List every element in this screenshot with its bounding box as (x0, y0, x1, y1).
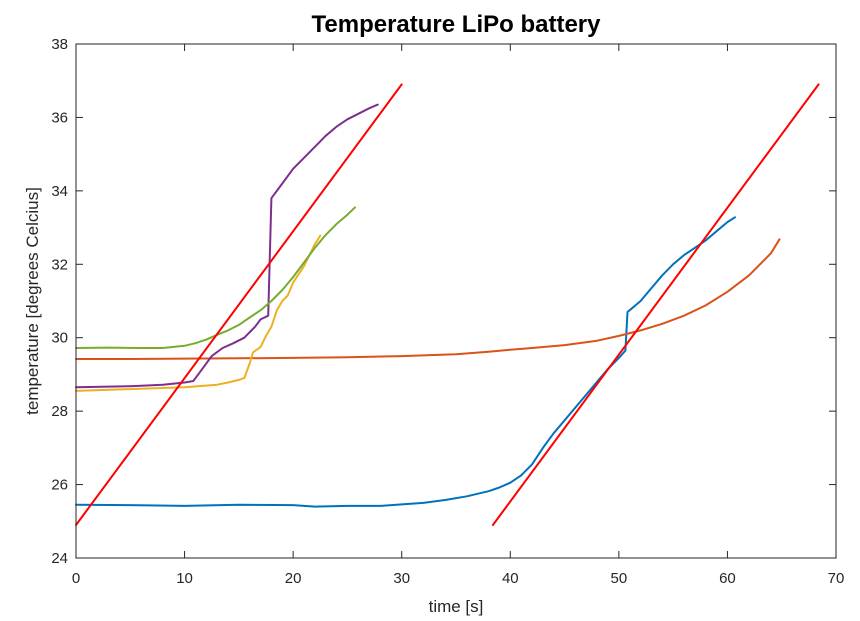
x-tick-label: 70 (828, 570, 845, 587)
y-tick-label: 28 (51, 403, 68, 420)
series-line-4 (75, 103, 379, 389)
series-layer (75, 83, 820, 526)
x-axis-label: time [s] (429, 597, 484, 616)
y-tick-label: 36 (51, 109, 68, 126)
x-tick-label: 30 (393, 570, 410, 587)
y-tick-label: 32 (51, 256, 68, 273)
series-line-7 (491, 83, 820, 526)
plot-area (76, 44, 836, 558)
y-axis-ticks: 24 26 28 30 32 34 36 38 (51, 36, 836, 567)
y-axis-label: temperature [degrees Celcius] (23, 187, 42, 415)
y-tick-label: 30 (51, 330, 68, 347)
y-tick-label: 26 (51, 477, 68, 494)
x-tick-label: 20 (285, 570, 302, 587)
x-tick-label: 60 (719, 570, 736, 587)
series-line-3 (75, 234, 322, 392)
plot-frame (75, 43, 837, 559)
x-tick-label: 10 (176, 570, 193, 587)
y-tick-label: 34 (51, 183, 68, 200)
x-tick-label: 50 (611, 570, 628, 587)
y-tick-label: 38 (51, 36, 68, 53)
chart-title: Temperature LiPo battery (312, 11, 602, 38)
x-axis-ticks: 0 10 20 30 40 50 60 70 (72, 44, 845, 587)
x-tick-label: 40 (502, 570, 519, 587)
series-line-5 (75, 206, 356, 349)
series-line-1 (75, 216, 736, 508)
series-line-2 (75, 238, 781, 360)
series-line-6 (75, 83, 403, 526)
x-tick-label: 0 (72, 570, 80, 587)
y-tick-label: 24 (51, 550, 68, 567)
